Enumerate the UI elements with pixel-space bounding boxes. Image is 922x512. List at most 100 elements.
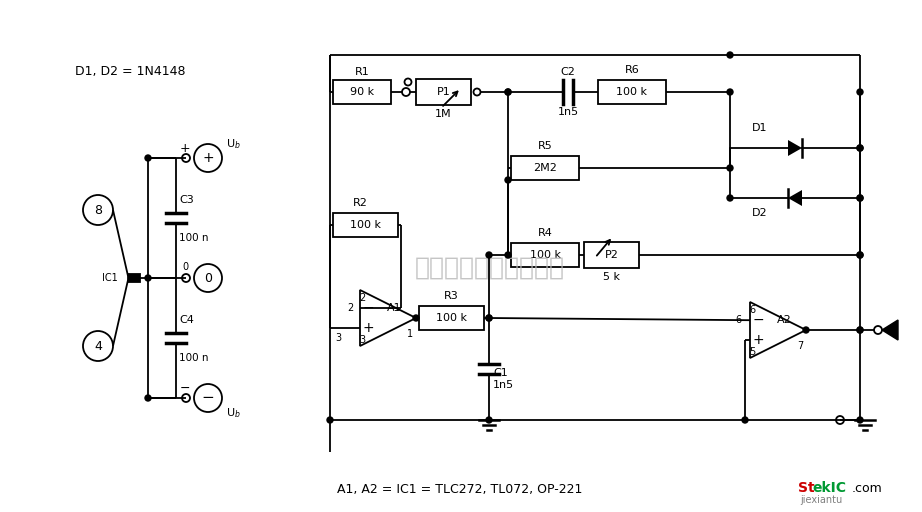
Circle shape xyxy=(857,252,863,258)
Circle shape xyxy=(727,52,733,58)
Text: 100 k: 100 k xyxy=(617,87,647,97)
Text: R2: R2 xyxy=(353,198,368,208)
Circle shape xyxy=(727,89,733,95)
Circle shape xyxy=(145,275,151,281)
Circle shape xyxy=(145,155,151,161)
Bar xyxy=(511,243,579,267)
Text: +: + xyxy=(180,141,190,155)
Circle shape xyxy=(857,327,863,333)
Circle shape xyxy=(857,145,863,151)
Circle shape xyxy=(145,395,151,401)
Text: A2: A2 xyxy=(776,315,791,325)
Text: R3: R3 xyxy=(444,291,459,301)
Text: jiexiantu: jiexiantu xyxy=(800,495,843,505)
Circle shape xyxy=(857,89,863,95)
Circle shape xyxy=(327,417,333,423)
Text: St: St xyxy=(798,481,815,495)
Text: 2M2: 2M2 xyxy=(533,163,557,173)
Circle shape xyxy=(486,252,492,258)
Text: R1: R1 xyxy=(355,67,370,77)
Circle shape xyxy=(857,417,863,423)
Circle shape xyxy=(505,89,511,95)
Text: 90 k: 90 k xyxy=(350,87,374,97)
Circle shape xyxy=(413,315,419,321)
Text: 1: 1 xyxy=(407,329,413,339)
Text: 1n5: 1n5 xyxy=(493,380,514,390)
Circle shape xyxy=(857,252,863,258)
Text: 8: 8 xyxy=(94,203,102,217)
Text: U$_b$: U$_b$ xyxy=(226,406,241,420)
Text: −: − xyxy=(180,381,190,395)
Polygon shape xyxy=(882,320,898,340)
Text: A1, A2 = IC1 = TLC272, TL072, OP-221: A1, A2 = IC1 = TLC272, TL072, OP-221 xyxy=(337,483,583,497)
Bar xyxy=(584,242,639,268)
Text: +: + xyxy=(202,151,214,165)
Text: C4: C4 xyxy=(179,315,194,325)
Text: R4: R4 xyxy=(538,228,552,238)
Text: 100 k: 100 k xyxy=(436,313,467,323)
Circle shape xyxy=(727,165,733,171)
Text: −: − xyxy=(362,301,373,315)
Text: P1: P1 xyxy=(437,87,450,97)
Circle shape xyxy=(727,195,733,201)
Text: C2: C2 xyxy=(561,67,575,77)
Circle shape xyxy=(742,417,748,423)
Text: +: + xyxy=(362,321,373,335)
Text: ekIC: ekIC xyxy=(812,481,846,495)
Circle shape xyxy=(803,327,809,333)
Circle shape xyxy=(486,417,492,423)
Text: 2: 2 xyxy=(347,303,353,313)
Text: 0: 0 xyxy=(182,262,188,272)
Circle shape xyxy=(505,89,511,95)
Text: 100 n: 100 n xyxy=(179,353,208,363)
Text: −: − xyxy=(202,391,215,406)
Text: 2: 2 xyxy=(359,293,365,303)
Text: −: − xyxy=(752,313,763,327)
Text: 3: 3 xyxy=(359,335,365,345)
Text: D1, D2 = 1N4148: D1, D2 = 1N4148 xyxy=(75,66,185,78)
Bar xyxy=(128,274,140,282)
Text: 杭州将睿科技有限公司: 杭州将睿科技有限公司 xyxy=(415,256,565,280)
Circle shape xyxy=(857,327,863,333)
Circle shape xyxy=(857,195,863,201)
Bar xyxy=(511,156,579,180)
Text: 1M: 1M xyxy=(435,109,452,119)
Text: 4: 4 xyxy=(94,339,102,352)
Text: +: + xyxy=(752,333,763,347)
Text: .com: .com xyxy=(852,481,882,495)
Text: 7: 7 xyxy=(797,341,803,351)
Circle shape xyxy=(505,177,511,183)
Text: U$_b$: U$_b$ xyxy=(226,137,241,151)
Circle shape xyxy=(857,145,863,151)
Text: 100 n: 100 n xyxy=(179,233,208,243)
Text: IC1: IC1 xyxy=(102,273,118,283)
Bar xyxy=(333,80,391,104)
Circle shape xyxy=(857,195,863,201)
Text: P2: P2 xyxy=(605,250,619,260)
Text: 0: 0 xyxy=(204,271,212,285)
Text: 100 k: 100 k xyxy=(529,250,561,260)
Text: R5: R5 xyxy=(538,141,552,151)
Circle shape xyxy=(486,315,492,321)
Polygon shape xyxy=(788,140,802,156)
Polygon shape xyxy=(788,190,802,206)
Bar xyxy=(598,80,666,104)
Text: 5 k: 5 k xyxy=(603,272,620,282)
Text: D1: D1 xyxy=(752,123,768,133)
Bar xyxy=(333,213,398,237)
Text: R6: R6 xyxy=(624,65,639,75)
Text: 6: 6 xyxy=(735,315,741,325)
Circle shape xyxy=(505,252,511,258)
Text: C1: C1 xyxy=(493,368,508,378)
Text: 3: 3 xyxy=(335,333,341,343)
Text: 1n5: 1n5 xyxy=(558,107,579,117)
Text: 6: 6 xyxy=(749,305,755,315)
Circle shape xyxy=(486,315,492,321)
Text: C3: C3 xyxy=(179,195,194,205)
Text: 5: 5 xyxy=(749,347,755,357)
Text: D2: D2 xyxy=(752,208,768,218)
Text: A1: A1 xyxy=(386,303,401,313)
Text: 100 k: 100 k xyxy=(350,220,381,230)
Bar xyxy=(416,79,471,105)
Bar xyxy=(419,306,484,330)
